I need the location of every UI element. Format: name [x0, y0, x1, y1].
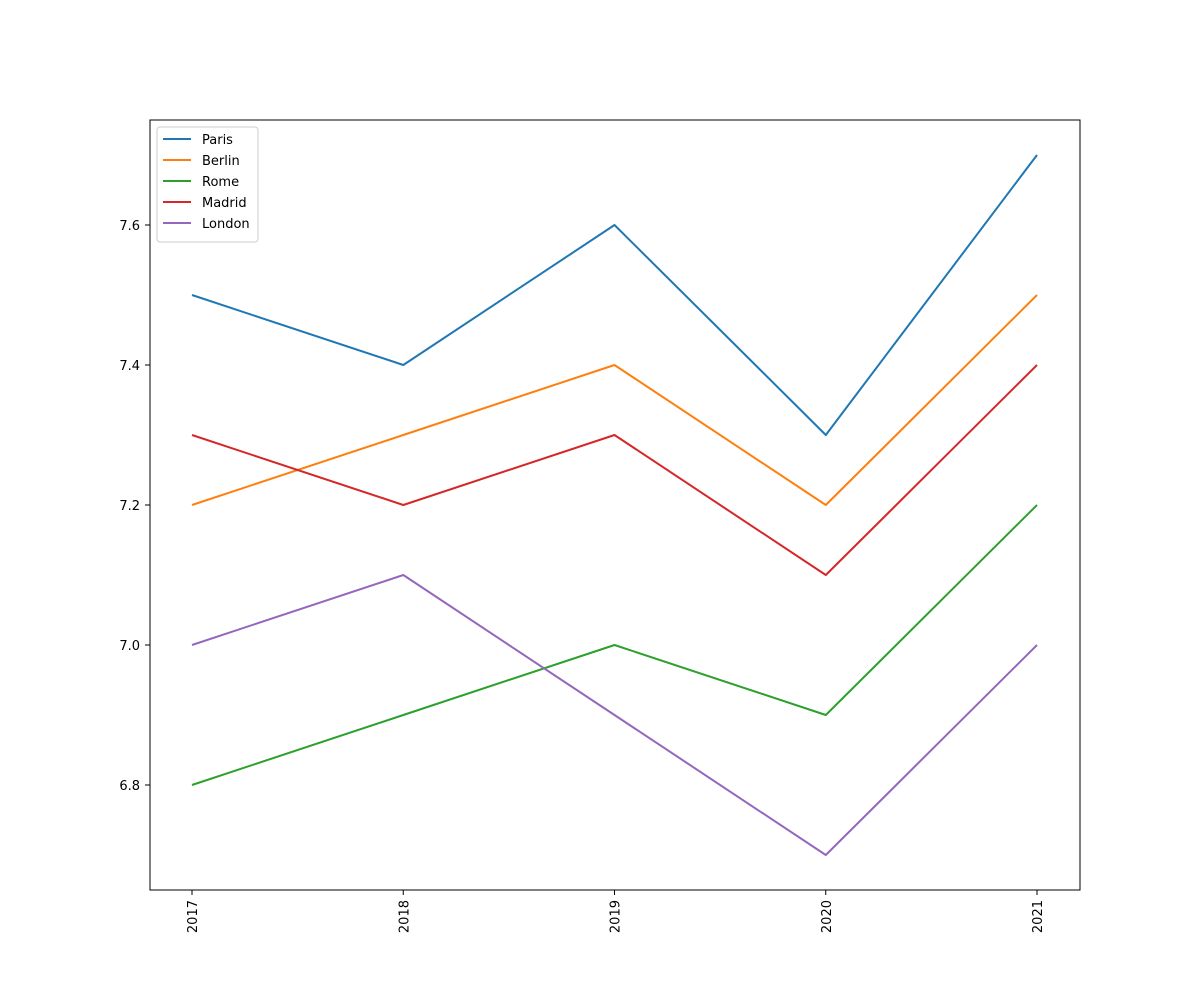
y-axis: 6.8 7.0 7.2 7.4 7.6 [119, 219, 150, 794]
legend-label-london: London [202, 217, 250, 232]
x-tick-label: 2020 [820, 900, 835, 933]
x-tick-label: 2018 [397, 900, 412, 933]
y-tick-label: 7.4 [119, 359, 140, 374]
legend-label-paris: Paris [202, 133, 233, 148]
legend: Paris Berlin Rome Madrid London [156, 126, 259, 243]
legend-label-madrid: Madrid [202, 196, 247, 211]
y-tick-label: 7.6 [119, 219, 140, 234]
legend-label-berlin: Berlin [202, 154, 240, 169]
legend-box [156, 126, 259, 243]
y-tick-label: 7.2 [119, 499, 140, 514]
series-line-rome [191, 504, 1038, 786]
y-tick-label: 6.8 [119, 779, 140, 794]
series-line-madrid [191, 364, 1038, 576]
x-tick-label: 2017 [186, 900, 201, 933]
y-tick-label: 7.0 [119, 639, 140, 654]
x-axis: 2017 2018 2019 2020 2021 [186, 890, 1046, 933]
series-line-london [191, 574, 1038, 856]
plot-frame [149, 119, 1081, 891]
x-tick-label: 2021 [1031, 900, 1046, 933]
series-line-paris [191, 154, 1038, 436]
legend-label-rome: Rome [202, 175, 239, 190]
x-tick-label: 2019 [609, 900, 624, 933]
series-line-berlin [191, 294, 1038, 506]
series-layer [191, 154, 1038, 856]
axis-layer: 2017 2018 2019 2020 2021 6.8 7.0 7.2 7.4 7.6 [119, 119, 1081, 933]
